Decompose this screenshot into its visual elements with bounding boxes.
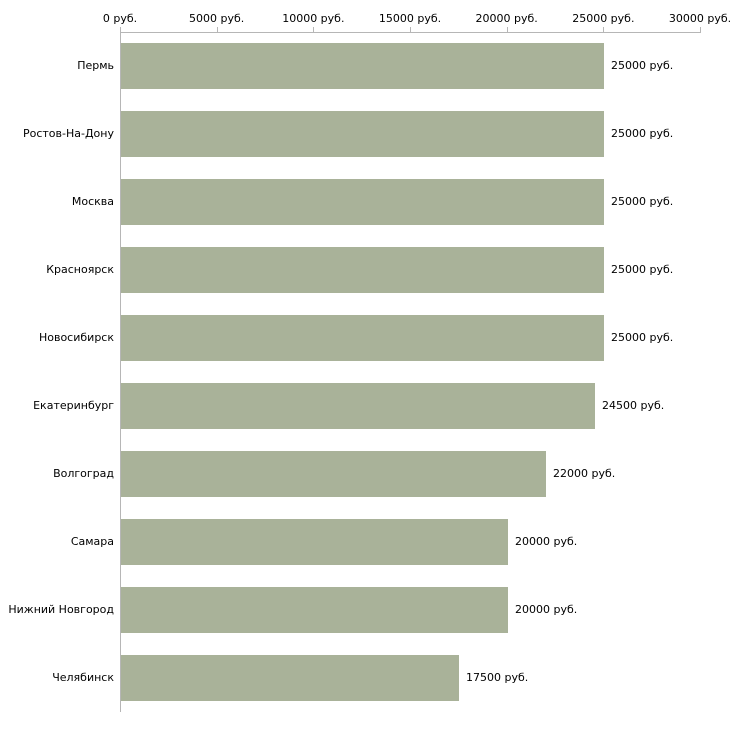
bar [121,587,508,633]
category-label: Красноярск [46,263,114,276]
value-label: 25000 руб. [611,59,674,72]
value-label: 17500 руб. [466,671,529,684]
category-label: Пермь [77,59,114,72]
bar [121,655,459,701]
x-tick-label: 15000 руб. [378,12,442,25]
x-tick-label: 25000 руб. [572,12,635,25]
value-label: 25000 руб. [611,263,674,276]
x-tick-label: 5000 руб. [189,12,245,25]
x-tick-mark [410,27,411,32]
value-label: 20000 руб. [515,535,578,548]
x-tick-mark [120,27,121,32]
x-tick-mark [603,27,605,32]
category-label: Екатеринбург [33,399,114,412]
bar [121,179,604,225]
bar [121,383,595,429]
category-label: Челябинск [52,671,114,684]
category-label: Новосибирск [38,331,114,344]
value-label: 25000 руб. [611,331,674,344]
bar [121,315,604,361]
value-label: 22000 руб. [553,467,616,480]
bar [121,111,604,157]
category-label: Ростов-На-Дону [22,127,114,140]
bar [121,43,604,89]
value-label: 24500 руб. [602,399,665,412]
value-label: 20000 руб. [515,603,578,616]
x-tick-label: 30000 руб. [668,12,730,25]
x-tick-label: 10000 руб. [282,12,345,25]
category-label: Волгоград [53,467,114,480]
category-label: Москва [71,195,114,208]
value-label: 25000 руб. [611,195,674,208]
x-axis-line [120,32,701,33]
value-label: 25000 руб. [611,127,674,140]
bar [121,247,604,293]
category-label: Нижний Новгород [8,603,114,616]
x-tick-label: 20000 руб. [475,12,538,25]
y-axis-line [120,32,121,712]
x-tick-label: 0 руб. [102,12,138,25]
x-tick-mark [506,27,508,32]
x-tick-mark [700,27,701,32]
bar [121,451,546,497]
x-tick-mark [216,27,218,32]
x-tick-mark [313,27,315,32]
bar [121,519,508,565]
category-label: Самара [70,535,114,548]
